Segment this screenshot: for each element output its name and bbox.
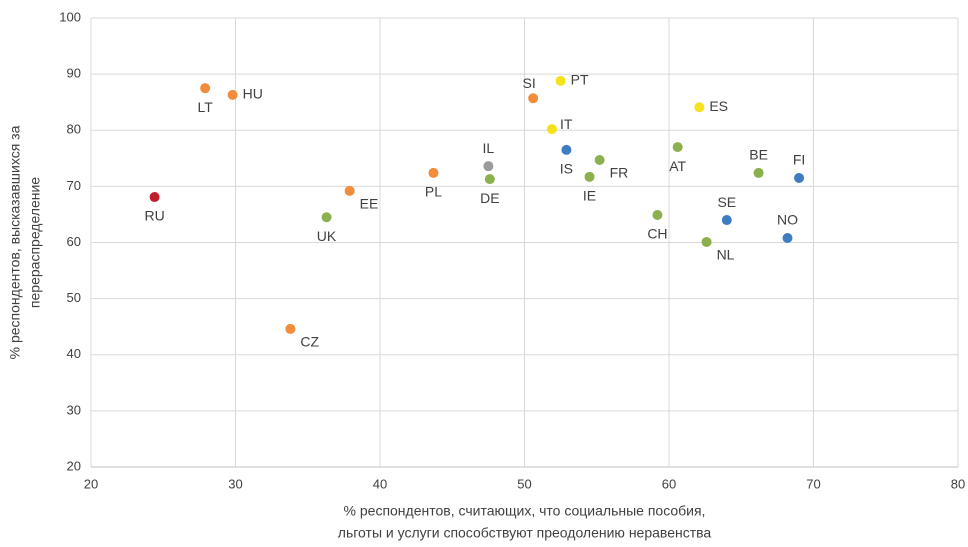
x-tick-label: 30 xyxy=(228,476,242,491)
x-axis-title: % респондентов, считающих, что социальны… xyxy=(344,503,706,519)
point xyxy=(428,167,439,178)
point xyxy=(483,161,494,172)
x-tick-label: 60 xyxy=(662,476,676,491)
point xyxy=(694,102,705,113)
y-axis-title: перераспределение xyxy=(27,177,43,308)
y-tick-label: 100 xyxy=(59,9,81,24)
point-label: EE xyxy=(360,196,379,212)
point-label: IT xyxy=(560,116,573,132)
point xyxy=(701,236,712,247)
point xyxy=(484,174,495,185)
point xyxy=(528,93,539,104)
y-tick-label: 70 xyxy=(67,178,81,193)
point xyxy=(561,144,572,155)
point xyxy=(285,323,296,334)
point-label: IE xyxy=(583,188,596,204)
point xyxy=(782,233,793,244)
point-label: RU xyxy=(144,208,164,224)
point-label: AT xyxy=(669,158,686,174)
point-label: UK xyxy=(317,228,337,244)
point-label: FR xyxy=(610,165,629,181)
y-tick-label: 80 xyxy=(67,122,81,137)
point xyxy=(584,171,595,182)
point xyxy=(794,172,805,183)
y-tick-label: 40 xyxy=(67,346,81,361)
point xyxy=(344,185,355,196)
point-label: FI xyxy=(793,152,805,168)
point-label: ES xyxy=(709,98,728,114)
y-axis-title: % респондентов, высказавшихся за xyxy=(7,125,23,359)
point xyxy=(555,75,566,86)
x-axis-title: льготы и услуги способствуют преодолению… xyxy=(338,525,712,541)
point xyxy=(652,209,663,220)
x-tick-label: 70 xyxy=(806,476,820,491)
point-label: SE xyxy=(717,194,736,210)
y-tick-label: 90 xyxy=(67,66,81,81)
point xyxy=(594,154,605,165)
point xyxy=(546,124,557,135)
point xyxy=(227,89,238,100)
point xyxy=(721,215,732,226)
point-label: NO xyxy=(777,212,798,228)
x-tick-label: 80 xyxy=(951,476,965,491)
y-tick-label: 20 xyxy=(67,458,81,473)
x-tick-label: 40 xyxy=(373,476,387,491)
point xyxy=(753,167,764,178)
point-label: IS xyxy=(560,161,573,177)
point xyxy=(149,192,160,203)
x-tick-label: 20 xyxy=(84,476,98,491)
x-tick-label: 50 xyxy=(517,476,531,491)
y-tick-label: 50 xyxy=(67,290,81,305)
point-label: SI xyxy=(523,75,536,91)
point xyxy=(321,212,332,223)
point-label: PL xyxy=(425,184,442,200)
point-label: DE xyxy=(480,190,499,206)
point-label: CZ xyxy=(300,334,319,350)
point-label: CH xyxy=(647,226,667,242)
point-label: IL xyxy=(483,140,495,156)
point-label: LT xyxy=(197,99,213,115)
point-label: PT xyxy=(571,72,589,88)
y-tick-label: 30 xyxy=(67,402,81,417)
point xyxy=(200,83,211,94)
point xyxy=(672,142,683,153)
point-label: NL xyxy=(717,247,735,263)
point-label: BE xyxy=(749,147,768,163)
y-tick-label: 60 xyxy=(67,234,81,249)
point-label: HU xyxy=(243,86,263,102)
